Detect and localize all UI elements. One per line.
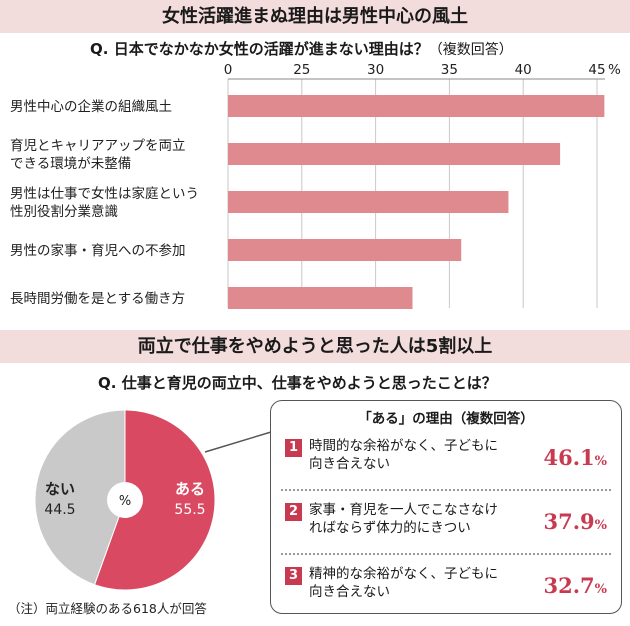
pie-center (107, 482, 143, 518)
reason-text: 家事・育児を一人でこなさなけ ればならず体力的にきつい (309, 501, 509, 537)
x-tick-label: 0 (224, 62, 233, 78)
x-tick-label: 45 (588, 62, 605, 78)
reason-text-line2: 向き合えない (309, 456, 390, 472)
reason-value: 37.9% (543, 509, 607, 534)
question-1-note: （複数回答） (428, 42, 513, 58)
question-2: Q. 仕事と育児の両立中、仕事をやめようと思ったことは？ (98, 372, 497, 393)
reason-value: 46.1% (543, 445, 607, 470)
slice-value: 55.5 (174, 502, 205, 518)
reason-value-number: 37.9 (543, 509, 595, 534)
reason-value-number: 32.7 (543, 573, 595, 598)
category-label: 男性中心の企業の組織風土 (10, 98, 172, 115)
slice-label: ない (45, 480, 75, 498)
category-label: できる環境が未整備 (10, 156, 131, 172)
section1-banner: 女性活躍進まぬ理由は男性中心の風土 (0, 0, 630, 33)
reason-text: 時間的な余裕がなく、子どもに 向き合えない (309, 437, 509, 473)
reason-item-3: 3 精神的な余裕がなく、子どもに 向き合えない 32.7% (285, 565, 611, 613)
slice-value: 44.5 (44, 502, 75, 518)
pie-slice (34, 409, 126, 586)
reason-value: 32.7% (543, 573, 607, 598)
reason-item-2: 2 家事・育児を一人でこなさなけ ればならず体力的にきつい 37.9% (285, 501, 611, 549)
x-unit-label: % (608, 62, 621, 78)
question-1: Q. 日本でなかなか女性の活躍が進まない理由は？（複数回答） (90, 38, 513, 59)
reason-value-unit: % (594, 518, 607, 533)
reason-rank: 2 (285, 503, 302, 521)
pie-center-label: % (119, 494, 131, 509)
reason-value-unit: % (594, 454, 607, 469)
reason-divider (281, 553, 611, 555)
reason-item-1: 1 時間的な余裕がなく、子どもに 向き合えない 46.1% (285, 437, 611, 485)
slice-label: ある (175, 480, 205, 498)
question-1-prefix: Q. (90, 40, 109, 58)
category-label: 育児とキャリアアップを両立 (10, 138, 186, 154)
bar (228, 143, 561, 165)
reason-divider (281, 489, 611, 491)
reason-rank: 3 (285, 567, 302, 585)
bar (228, 191, 509, 213)
pie-slice (93, 409, 216, 591)
reason-text-line2: 向き合えない (309, 584, 390, 600)
footnote: （注）両立経験のある618人が回答 (8, 601, 207, 616)
reason-value-unit: % (594, 582, 607, 597)
x-tick-label: 30 (367, 62, 384, 78)
section2-banner: 両立で仕事をやめようと思った人は5割以上 (0, 330, 630, 363)
reason-text-line1: 家事・育児を一人でこなさなけ (309, 502, 498, 518)
category-label: 長時間労働を是とする働き方 (10, 291, 185, 307)
x-tick-label: 40 (515, 62, 532, 78)
reason-text-line2: ればならず体力的にきつい (309, 520, 471, 536)
reason-value-number: 46.1 (543, 445, 595, 470)
reason-text: 精神的な余裕がなく、子どもに 向き合えない (309, 565, 509, 601)
bar-chart: 0 25 30 35 40 45 % 男性中心の企業の組織風土育児とキャリアアップを両立できる… (10, 62, 621, 309)
reason-text-line1: 精神的な余裕がなく、子どもに (309, 566, 498, 582)
callout-pointer (204, 431, 270, 468)
bar (228, 95, 605, 117)
question-2-text: 仕事と育児の両立中、仕事をやめようと思ったことは？ (121, 374, 497, 392)
reasons-box: 「ある」の理由（複数回答） 1 時間的な余裕がなく、子どもに 向き合えない 46… (270, 400, 622, 614)
x-tick-label: 35 (441, 62, 458, 78)
category-label: 男性は仕事で女性は家庭という (10, 185, 199, 202)
bar (228, 287, 413, 309)
category-label: 男性の家事・育児への不参加 (10, 242, 186, 259)
question-1-text: 日本でなかなか女性の活躍が進まない理由は？ (113, 40, 429, 58)
reason-rank: 1 (285, 439, 302, 457)
pie-chart: % ある 55.5 ない 44.5 (34, 409, 270, 591)
x-tick-label: 25 (293, 62, 310, 78)
reason-text-line1: 時間的な余裕がなく、子どもに (309, 438, 498, 454)
reasons-title: 「ある」の理由（複数回答） (358, 411, 534, 427)
question-2-prefix: Q. (98, 374, 117, 392)
bar (228, 239, 462, 261)
category-label: 性別役割分業意識 (10, 203, 118, 220)
